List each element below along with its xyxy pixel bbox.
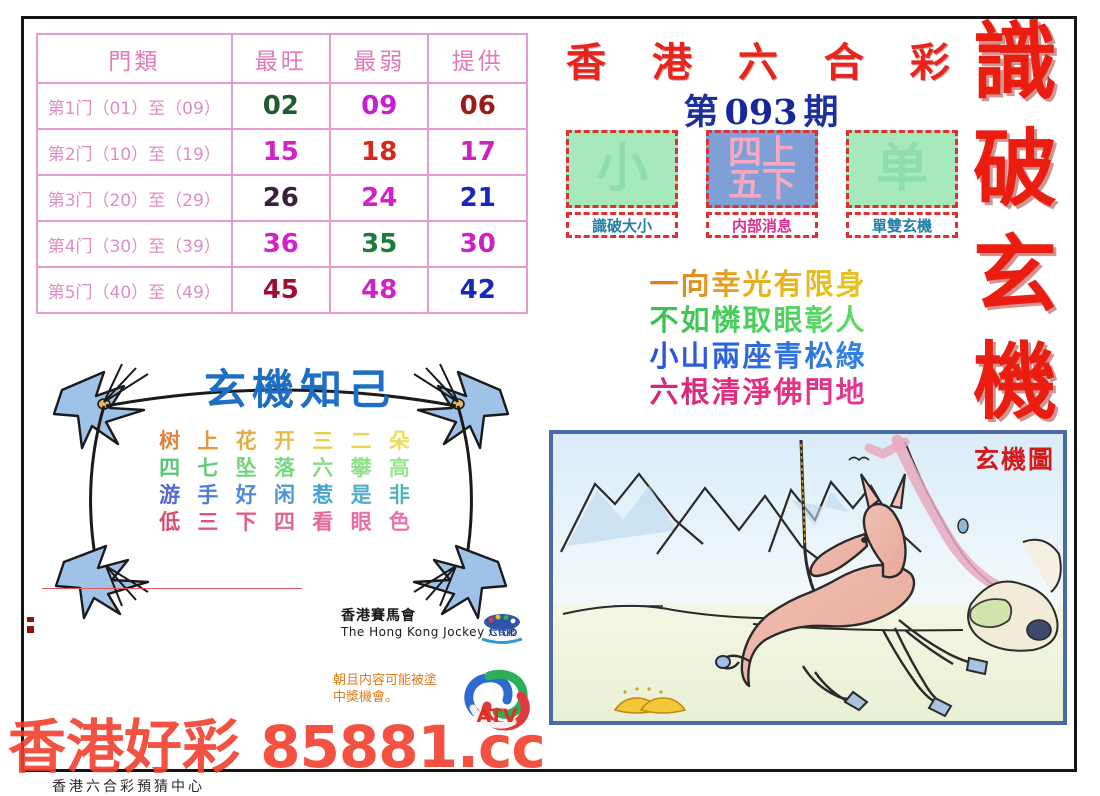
banner-line-1: 树 上 花 开 三 二 朵 — [122, 428, 452, 455]
cell-hot: 26 — [230, 174, 332, 222]
xuanji-picture: 玄機圖 — [549, 430, 1067, 725]
banner-lines: 树 上 花 开 三 二 朵 四 七 坠 落 六 攀 高 游 手 好 闲 惹 是 … — [122, 428, 452, 536]
poem-line-3: 小山兩座青松綠 — [578, 338, 938, 374]
cell-cold: 35 — [329, 220, 430, 268]
disclaimer-line-2: 中獎機會。 — [333, 690, 399, 705]
xuanji-banner: 玄機知己 树 上 花 开 三 二 朵 四 七 坠 落 六 攀 高 游 手 好 闲… — [52, 352, 512, 622]
poem-line-2: 不如憐取眼彰人 — [578, 302, 938, 338]
table-row-label: 第2门（10）至（19） — [36, 128, 233, 176]
xuanji-seal: 玄機圖 — [973, 445, 1055, 474]
badge-inside-info[interactable]: 四上 五下 内部消息 — [706, 130, 818, 248]
atv-label: ATV — [477, 705, 518, 727]
table-row-label: 第1门（01）至（09） — [36, 82, 233, 130]
vertical-title-char-3: 玄 — [972, 225, 1057, 325]
table-row: 第3门（20）至（29） 26 24 21 — [36, 174, 528, 222]
cell-offer: 06 — [427, 82, 528, 130]
banner-graphic — [52, 363, 510, 620]
cell-hot: 36 — [230, 220, 332, 268]
vertical-title-char-1: 識 — [972, 12, 1057, 111]
cell-hot: 02 — [230, 82, 332, 130]
cell-offer: 30 — [427, 220, 528, 268]
watermark-brand-text: 香港好彩 — [8, 713, 241, 781]
badge-odd-even[interactable]: 单 單雙玄機 — [846, 130, 958, 248]
banner-line-3: 游 手 好 闲 惹 是 非 — [122, 482, 452, 509]
watermark-url: 85881.cc — [260, 713, 546, 781]
badge-inside-value: 四上 五下 — [706, 130, 818, 208]
table-header-3: 提供 — [427, 33, 528, 84]
vertical-title-char-2: 破 — [972, 118, 1057, 218]
banner-title: 玄機知己 — [203, 365, 396, 414]
cell-offer: 21 — [427, 174, 528, 222]
issue-suffix: 期 — [803, 92, 839, 133]
lottery-title: 香 港 六 合 彩 — [566, 39, 966, 86]
picture-artwork — [553, 434, 1063, 721]
table-row: 第5门（40）至（49） 45 48 42 — [36, 266, 528, 314]
vertical-title-char-4: 機 — [972, 332, 1057, 432]
red-mark-icon — [27, 617, 34, 633]
banner-line-2: 四 七 坠 落 六 攀 高 — [122, 455, 452, 482]
cell-hot: 45 — [230, 266, 332, 314]
disclaimer-line-1: 朝且内容可能被塗 — [333, 673, 438, 688]
cell-cold: 48 — [329, 266, 430, 314]
jockey-club-block: 香港賽馬會 The Hong Kong Jockey Club — [341, 605, 541, 639]
issue-line: 第 093 期 — [566, 84, 956, 133]
cell-cold: 09 — [329, 82, 430, 130]
table-row: 第1门（01）至（09） 02 09 06 — [36, 82, 528, 130]
table-row: 第4门（30）至（39） 36 35 30 — [36, 220, 528, 268]
poem-line-1: 一向幸光有限身 — [578, 266, 938, 302]
table-row: 第2门（10）至（19） 15 18 17 — [36, 128, 528, 176]
cell-cold: 24 — [329, 174, 430, 222]
badge-size-value: 小 — [566, 130, 678, 208]
prediction-table: 門類 最旺 最弱 提供 第1门（01）至（09） 02 09 06 第2门（10）至（19） 15… — [36, 33, 528, 314]
watermark-subtitle: 香港六合彩預猜中心 — [52, 779, 205, 795]
red-divider — [42, 588, 302, 589]
cell-hot: 15 — [230, 128, 332, 176]
badge-odd-even-caption: 單雙玄機 — [846, 212, 958, 238]
table-row-label: 第5门（40）至（49） — [36, 266, 233, 314]
poem-block: 一向幸光有限身 不如憐取眼彰人 小山兩座青松綠 六根清淨佛門地 — [578, 266, 938, 410]
watermark-brand: 香港好彩 85881.cc — [8, 700, 708, 781]
cell-cold: 18 — [329, 128, 430, 176]
badge-row: 小 識破大小 四上 五下 内部消息 单 單雙玄機 — [566, 130, 958, 248]
badge-size[interactable]: 小 識破大小 — [566, 130, 678, 248]
jockey-club-name-en: The Hong Kong Jockey Club — [341, 625, 518, 639]
table-header-2: 最弱 — [329, 33, 430, 84]
badge-inside-line2: 五下 — [728, 165, 796, 205]
mark-six-logo-icon: 六合彩 — [481, 614, 523, 644]
table-row-label: 第3门（20）至（29） — [36, 174, 233, 222]
badge-size-caption: 識破大小 — [566, 212, 678, 238]
cell-offer: 42 — [427, 266, 528, 314]
table-header-0: 門類 — [36, 33, 233, 84]
cell-offer: 17 — [427, 128, 528, 176]
issue-prefix: 第 — [683, 92, 719, 133]
atv-logo-icon: ATV — [464, 669, 530, 731]
svg-text:六合彩: 六合彩 — [488, 626, 515, 638]
badge-inside-caption: 内部消息 — [706, 212, 818, 238]
poem-line-4: 六根清淨佛門地 — [578, 374, 938, 410]
banner-line-4: 低 三 下 四 看 眼 色 — [122, 509, 452, 536]
table-row-label: 第4门（30）至（39） — [36, 220, 233, 268]
jockey-club-name-cn: 香港賽馬會 — [341, 608, 416, 624]
issue-number: 093 — [724, 92, 798, 133]
vertical-title: 識 破 玄 機 — [962, 12, 1068, 432]
table-header-1: 最旺 — [230, 33, 332, 84]
badge-odd-even-value: 单 — [846, 130, 958, 208]
badge-inside-line1: 四上 — [728, 132, 796, 173]
disclaimer-text: 朝且内容可能被塗 中獎機會。 — [333, 672, 483, 706]
table-header-row: 門類 最旺 最弱 提供 — [36, 33, 528, 84]
